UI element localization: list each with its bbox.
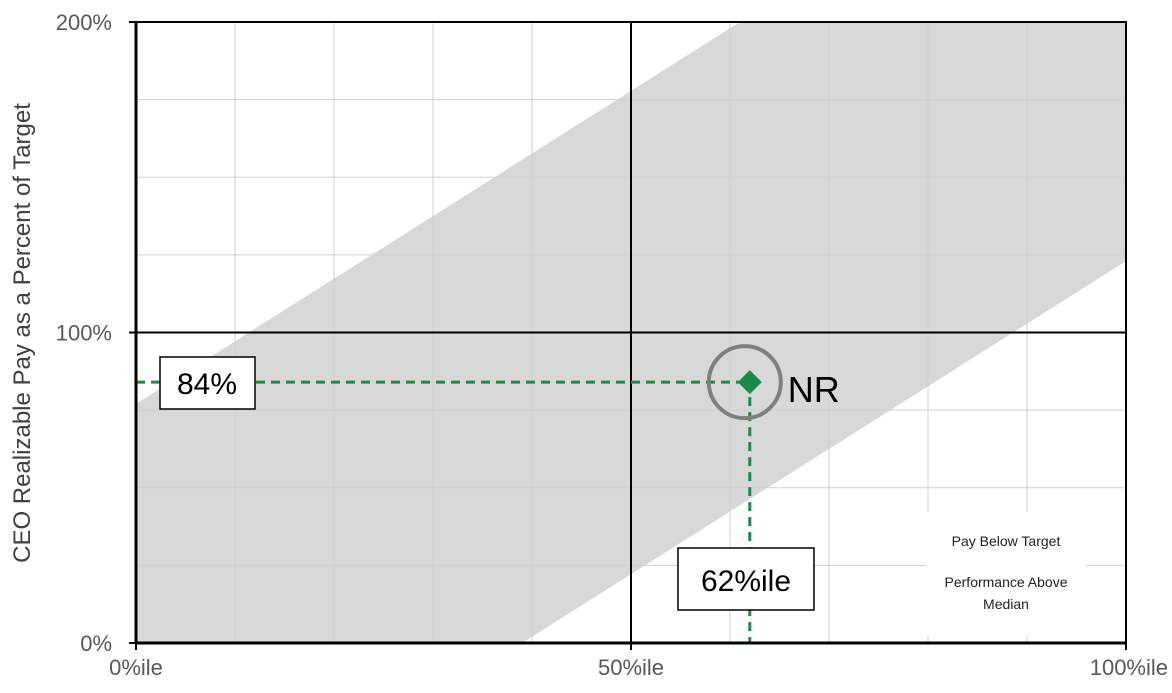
y-tick-label: 0% [80,631,112,656]
tick-labels: 0% 100% 200% 0%ile 50%ile 100%ile [56,10,1168,680]
y-tick-label: 100% [56,321,112,346]
quadrant-note-line1: Pay Below Target [952,533,1061,549]
data-point-label: NR [788,369,840,410]
data-points: NR [706,344,840,421]
major-grid [136,22,1126,643]
y-tick-label: 200% [56,10,112,35]
x-tick-label: 0%ile [109,655,163,680]
y-value-callout-text: 84% [177,368,237,401]
highlight-circle [706,344,783,421]
quadrant-note: Pay Below Target Performance Above Media… [926,512,1086,636]
y-value-callout-box [159,356,256,410]
data-point-marker [737,370,762,395]
quadrant-note-line3: Median [983,596,1029,612]
quadrant-note-line2: Performance Above [945,574,1068,590]
x-tick-label: 100%ile [1090,655,1168,680]
x-value-callout-box [677,547,815,611]
x-value-callout: 62%ile [677,547,815,611]
quadrant-note-box [926,512,1086,636]
x-value-callout-text: 62%ile [701,565,791,598]
y-value-callout: 84% [159,356,256,410]
y-axis-label: CEO Realizable Pay as a Percent of Targe… [9,103,36,563]
x-tick-label: 50%ile [598,655,664,680]
